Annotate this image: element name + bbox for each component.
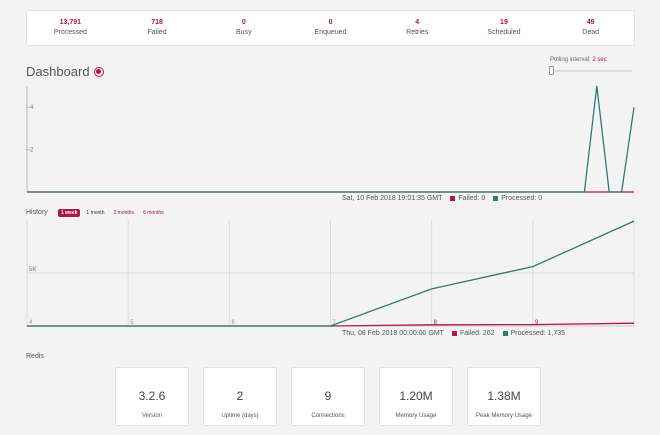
range-1-month[interactable]: 1 month	[86, 210, 105, 216]
history-timestamp: Thu, 08 Feb 2018 00:00:00 GMT	[342, 330, 444, 337]
range-1-week[interactable]: 1 week	[58, 209, 81, 217]
stat-label: Processed	[53, 29, 87, 36]
redis-item-label: Peak Memory Usage	[475, 413, 533, 419]
x-tick-label: 6	[231, 320, 235, 326]
history-legend: Thu, 08 Feb 2018 00:00:00 GMT Failed: 26…	[342, 330, 565, 337]
realtime-processed: Processed: 0	[501, 195, 543, 202]
x-tick-label: 7	[333, 320, 337, 326]
processed-swatch	[493, 196, 499, 201]
redis-uptime: 2 Uptime (days)	[203, 367, 277, 426]
redis-value: 1.38M	[487, 389, 521, 403]
slider-handle[interactable]	[549, 66, 554, 75]
redis-item-label: Memory Usage	[395, 413, 437, 419]
x-tick-label: 4	[29, 320, 33, 326]
x-tick-label: 9	[535, 320, 539, 326]
dashboard-header: Dashboard	[26, 64, 104, 79]
redis-peak-memory: 1.38M Peak Memory Usage	[467, 367, 541, 426]
redis-value: 2	[236, 389, 244, 403]
stat-label: Busy	[236, 29, 252, 36]
polling-interval-slider[interactable]	[549, 66, 632, 75]
x-tick-label: 5	[130, 320, 134, 326]
stat-label: Failed	[147, 29, 167, 36]
redis-value: 3.2.6	[138, 389, 166, 403]
stat-value: 0	[328, 19, 333, 26]
history-label: History	[26, 209, 48, 216]
stat-value: 19	[500, 19, 508, 26]
range-3-months[interactable]: 3 months	[113, 210, 135, 216]
live-poll-dot	[96, 69, 102, 74]
redis-value: 9	[324, 389, 332, 403]
redis-label: Redis	[26, 353, 44, 360]
stat-value: 13,791	[59, 19, 82, 26]
summary-bar: 13,791 Processed 718 Failed 0 Busy 0 Enqueue…	[26, 10, 635, 46]
y-tick-label: 4	[30, 105, 34, 111]
realtime-legend: Sat, 10 Feb 2018 19:01:35 GMT Failed: 0 …	[342, 195, 542, 202]
x-tick-label: 8	[434, 320, 438, 326]
redis-item-label: Version	[141, 413, 162, 419]
stat-retries[interactable]: 4 Retries	[374, 11, 461, 45]
stat-value: 49	[586, 19, 595, 26]
realtime-failed: Failed: 0	[458, 195, 486, 202]
polling-value: 2 sec	[592, 57, 607, 63]
y-tick-label: 2	[30, 148, 34, 154]
range-6-months[interactable]: 6 months	[143, 210, 164, 216]
processed-swatch	[502, 331, 508, 336]
redis-value: 1.20M	[399, 389, 433, 403]
history-chart-svg: 456789105K	[26, 220, 635, 327]
stat-failed[interactable]: 718 Failed	[114, 11, 201, 45]
stat-processed[interactable]: 13,791 Processed	[27, 11, 114, 45]
history-range-selector: 1 week 1 month 3 months 6 months	[58, 209, 170, 217]
polling-interval-label: Polling interval: 2 sec	[550, 57, 607, 63]
stat-enqueued[interactable]: 0 Enqueued	[287, 11, 374, 45]
redis-memory-usage: 1.20M Memory Usage	[379, 367, 453, 426]
series-line-processed	[27, 85, 635, 193]
series-line-processed	[27, 220, 635, 327]
stat-value: 718	[151, 19, 163, 26]
polling-label: Polling interval:	[550, 57, 591, 63]
stat-value: 4	[415, 19, 420, 26]
redis-item-label: Connections	[311, 413, 345, 419]
page-title: Dashboard	[26, 64, 90, 79]
stat-value: 0	[241, 19, 246, 26]
realtime-timestamp: Sat, 10 Feb 2018 19:01:35 GMT	[342, 195, 443, 202]
stat-busy[interactable]: 0 Busy	[200, 11, 287, 45]
failed-swatch	[451, 331, 457, 336]
stat-dead[interactable]: 49 Dead	[547, 11, 634, 45]
y-tick-label: 5K	[29, 267, 36, 273]
stat-label: Scheduled	[487, 29, 521, 36]
realtime-chart-svg: 42	[26, 85, 635, 193]
redis-connections: 9 Connections	[291, 367, 365, 426]
stat-label: Enqueued	[314, 29, 347, 36]
stat-label: Dead	[582, 29, 600, 36]
live-poll-icon[interactable]	[93, 66, 104, 77]
redis-item-label: Uptime (days)	[221, 413, 259, 419]
stat-label: Retries	[406, 29, 429, 36]
stat-scheduled[interactable]: 19 Scheduled	[461, 11, 548, 45]
redis-version: 3.2.6 Version	[115, 367, 189, 426]
history-processed: Processed: 1,735	[510, 330, 566, 337]
history-failed: Failed: 262	[459, 330, 495, 337]
failed-swatch	[450, 196, 456, 201]
